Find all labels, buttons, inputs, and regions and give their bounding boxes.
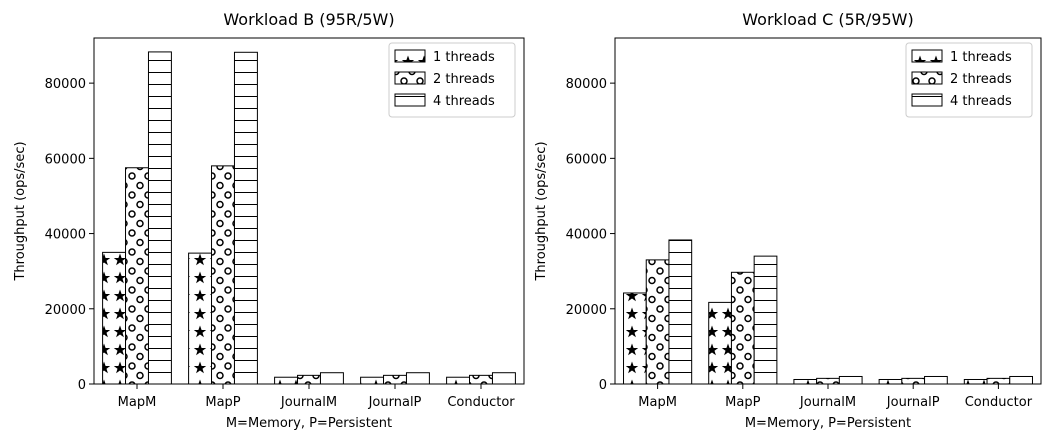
bar-stars-journalm (794, 379, 817, 384)
y-tick-label: 60000 (45, 152, 86, 167)
legend-swatch-circles (912, 72, 942, 84)
y-tick-label: 40000 (45, 228, 86, 243)
bar-horizontal-lines-conductor (492, 373, 515, 384)
y-axis-label: Throughput (ops/sec) (13, 141, 28, 281)
x-tick-label: MapP (205, 395, 240, 410)
x-axis-label: M=Memory, P=Persistent (745, 416, 911, 431)
bar-circles-conductor (470, 375, 493, 384)
bar-stars-conductor (964, 379, 987, 384)
legend-swatch-circles (395, 72, 425, 84)
legend-entry-label: 4 threads (433, 94, 495, 109)
x-tick-label: MapM (118, 395, 157, 410)
bar-circles-conductor (987, 378, 1010, 384)
bar-horizontal-lines-mapp (754, 256, 777, 384)
bar-horizontal-lines-journalm (320, 373, 343, 384)
bar-horizontal-lines-mapm (669, 240, 692, 384)
legend-swatch-horizontal-lines (912, 94, 942, 106)
bar-stars-mapm (624, 293, 647, 384)
y-tick-label: 20000 (45, 303, 86, 318)
legend-entry-label: 2 threads (950, 72, 1012, 87)
y-tick-label: 40000 (566, 228, 607, 243)
x-tick-label: JournalM (280, 395, 337, 410)
legend-swatch-horizontal-lines (395, 94, 425, 106)
bar-horizontal-lines-journalm (839, 376, 862, 384)
bar-stars-journalm (275, 377, 298, 384)
y-tick-label: 80000 (566, 77, 607, 92)
bar-stars-journalp (361, 377, 384, 384)
chart-panel-2: Workload C (5R/95W) 0 20000 40000 60000 80000… (534, 10, 1041, 431)
y-axis-label: Throughput (ops/sec) (534, 141, 549, 281)
bar-circles-journalp (902, 378, 925, 384)
bar-stars-journalp (879, 379, 902, 384)
legend-entry-label: 4 threads (950, 94, 1012, 109)
legend-entry-label: 1 threads (433, 50, 495, 65)
bar-stars-mapm (103, 252, 126, 384)
x-tick-label: Conductor (447, 395, 515, 410)
bar-stars-mapp (189, 253, 212, 384)
bar-circles-mapp (731, 272, 754, 384)
bar-stars-mapp (709, 302, 732, 384)
bar-horizontal-lines-mapm (148, 52, 171, 384)
bar-horizontal-lines-journalp (925, 376, 948, 384)
bar-horizontal-lines-conductor (1010, 376, 1033, 384)
legend: 1 threads 2 threads 4 threads (389, 43, 515, 117)
y-tick-label: 80000 (45, 77, 86, 92)
legend-swatch-stars (912, 50, 942, 62)
legend-entry-label: 1 threads (950, 50, 1012, 65)
x-axis-label: M=Memory, P=Persistent (226, 416, 392, 431)
legend: 1 threads 2 threads 4 threads (906, 43, 1032, 117)
bar-horizontal-lines-mapp (234, 52, 257, 384)
bar-stars-conductor (447, 377, 470, 384)
x-tick-label: JournalP (886, 395, 940, 410)
bar-circles-journalm (817, 378, 840, 384)
y-tick-label: 60000 (566, 152, 607, 167)
bar-circles-journalp (384, 375, 407, 384)
bar-circles-mapm (646, 260, 669, 384)
x-tick-label: JournalP (368, 395, 422, 410)
y-tick-label: 0 (599, 378, 607, 393)
x-tick-label: MapP (725, 395, 760, 410)
y-tick-label: 20000 (566, 303, 607, 318)
bar-circles-journalm (298, 375, 321, 384)
bar-horizontal-lines-journalp (406, 373, 429, 384)
chart-title: Workload C (5R/95W) (742, 10, 913, 29)
bar-circles-mapp (212, 166, 235, 384)
x-tick-label: MapM (638, 395, 677, 410)
y-tick-label: 0 (78, 378, 86, 393)
chart-title: Workload B (95R/5W) (223, 10, 394, 29)
x-tick-label: JournalM (799, 395, 856, 410)
x-tick-label: Conductor (965, 395, 1033, 410)
chart-panel-1: Workload B (95R/5W) 0 20000 40000 60000 80000… (13, 10, 524, 431)
legend-entry-label: 2 threads (433, 72, 495, 87)
bar-circles-mapm (126, 168, 149, 384)
legend-swatch-stars (395, 50, 425, 62)
